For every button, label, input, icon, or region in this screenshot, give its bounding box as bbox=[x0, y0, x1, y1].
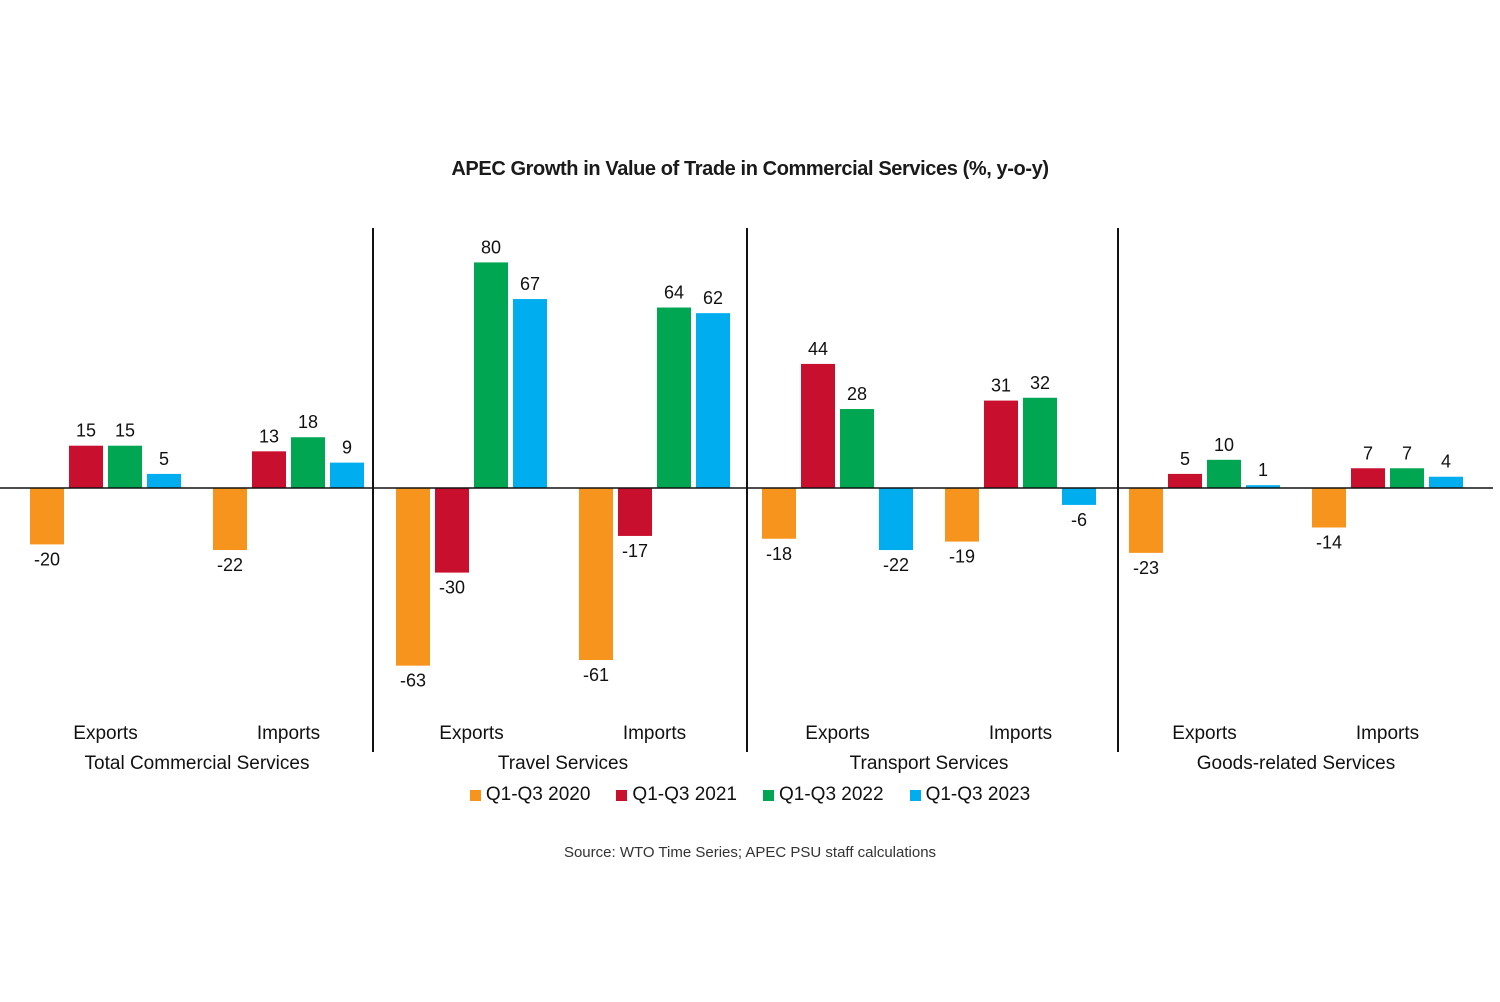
subcategory-label-goods-related-services-exports: Exports bbox=[1172, 723, 1236, 744]
data-label-q1-q3-2020-1: -22 bbox=[217, 555, 243, 575]
bar-q1-q3-2023-6 bbox=[1246, 485, 1280, 488]
legend-label-2022: Q1-Q3 2022 bbox=[779, 784, 884, 805]
subcategory-label-transport-services-imports: Imports bbox=[989, 723, 1052, 744]
data-label-q1-q3-2023-2: 67 bbox=[520, 274, 540, 294]
bar-q1-q3-2020-6 bbox=[1129, 488, 1163, 553]
subcategory-label-goods-related-services-imports: Imports bbox=[1356, 723, 1419, 744]
data-label-q1-q3-2021-5: 31 bbox=[991, 376, 1011, 396]
subcategory-label-total-commercial-services-imports: Imports bbox=[257, 723, 320, 744]
source-note: Source: WTO Time Series; APEC PSU staff … bbox=[563, 844, 937, 861]
legend-swatch-2023 bbox=[909, 789, 921, 801]
data-label-q1-q3-2020-6: -23 bbox=[1133, 558, 1159, 578]
data-label-q1-q3-2021-6: 5 bbox=[1180, 449, 1190, 469]
legend-label-2023: Q1-Q3 2023 bbox=[925, 784, 1031, 805]
bar-q1-q3-2021-3 bbox=[618, 488, 652, 536]
data-label-q1-q3-2020-2: -63 bbox=[400, 671, 426, 691]
bar-q1-q3-2020-0 bbox=[30, 488, 64, 545]
data-label-q1-q3-2021-3: -17 bbox=[622, 541, 648, 561]
bar-q1-q3-2023-2 bbox=[513, 299, 547, 488]
group-label-travel-services: Travel Services bbox=[498, 753, 628, 774]
data-label-q1-q3-2022-0: 15 bbox=[115, 421, 135, 441]
data-label-q1-q3-2023-6: 1 bbox=[1258, 460, 1268, 480]
data-label-q1-q3-2021-0: 15 bbox=[76, 421, 96, 441]
bar-q1-q3-2022-1 bbox=[291, 437, 325, 488]
bar-q1-q3-2020-1 bbox=[213, 488, 247, 551]
bar-q1-q3-2021-4 bbox=[801, 363, 835, 488]
bar-q1-q3-2022-6 bbox=[1207, 459, 1241, 488]
data-label-q1-q3-2023-5: -6 bbox=[1071, 510, 1087, 530]
data-label-q1-q3-2021-7: 7 bbox=[1363, 443, 1373, 463]
bar-q1-q3-2021-7 bbox=[1351, 468, 1385, 488]
legend-item-2020: Q1-Q3 2020 bbox=[469, 784, 591, 806]
bar-q1-q3-2022-7 bbox=[1390, 468, 1424, 488]
chart-title: APEC Growth in Value of Trade in Commerc… bbox=[451, 158, 1049, 180]
bar-q1-q3-2020-5 bbox=[945, 488, 979, 542]
legend-swatch-2022 bbox=[763, 789, 774, 801]
data-label-q1-q3-2023-0: 5 bbox=[159, 449, 169, 469]
bar-q1-q3-2023-7 bbox=[1429, 476, 1463, 488]
data-label-q1-q3-2021-4: 44 bbox=[808, 339, 828, 359]
bar-q1-q3-2021-6 bbox=[1168, 473, 1202, 488]
bar-q1-q3-2023-0 bbox=[147, 473, 181, 488]
bar-q1-q3-2023-1 bbox=[330, 462, 364, 488]
group-label-transport-services: Transport Services bbox=[850, 753, 1009, 774]
data-label-q1-q3-2020-4: -18 bbox=[766, 544, 792, 564]
group-label-goods-related-services: Goods-related Services bbox=[1197, 753, 1396, 774]
bar-q1-q3-2020-3 bbox=[579, 488, 613, 661]
data-label-q1-q3-2020-0: -20 bbox=[34, 549, 60, 569]
data-label-q1-q3-2022-6: 10 bbox=[1214, 435, 1234, 455]
data-label-q1-q3-2020-7: -14 bbox=[1316, 532, 1342, 552]
legend-item-2021: Q1-Q3 2021 bbox=[616, 784, 737, 806]
legend-swatch-2020 bbox=[469, 789, 481, 801]
bar-q1-q3-2023-4 bbox=[879, 488, 913, 551]
legend-label-2021: Q1-Q3 2021 bbox=[632, 784, 737, 805]
legend-item-2022: Q1-Q3 2022 bbox=[763, 784, 884, 806]
bar-q1-q3-2022-0 bbox=[108, 445, 142, 488]
legend-label-2020: Q1-Q3 2020 bbox=[485, 784, 591, 805]
data-label-q1-q3-2023-7: 4 bbox=[1441, 452, 1451, 472]
data-label-q1-q3-2020-5: -19 bbox=[949, 547, 975, 567]
data-label-q1-q3-2022-3: 64 bbox=[664, 283, 684, 303]
bar-q1-q3-2022-5 bbox=[1023, 397, 1057, 488]
subcategory-label-travel-services-imports: Imports bbox=[623, 723, 686, 744]
data-label-q1-q3-2022-7: 7 bbox=[1402, 443, 1412, 463]
data-label-q1-q3-2020-3: -61 bbox=[583, 665, 609, 685]
data-label-q1-q3-2023-1: 9 bbox=[342, 438, 352, 458]
data-label-q1-q3-2022-2: 80 bbox=[481, 237, 501, 257]
data-label-q1-q3-2021-2: -30 bbox=[439, 578, 465, 598]
bar-q1-q3-2021-0 bbox=[69, 445, 103, 488]
subcategory-label-transport-services-exports: Exports bbox=[805, 723, 869, 744]
legend-item-2023: Q1-Q3 2023 bbox=[909, 784, 1031, 806]
data-label-q1-q3-2022-4: 28 bbox=[847, 384, 867, 404]
bar-q1-q3-2023-3 bbox=[696, 313, 730, 488]
data-label-q1-q3-2023-4: -22 bbox=[883, 555, 909, 575]
data-label-q1-q3-2022-1: 18 bbox=[298, 412, 318, 432]
subcategory-label-travel-services-exports: Exports bbox=[439, 723, 503, 744]
legend: Q1-Q3 2020 Q1-Q3 2021 Q1-Q3 2022 Q1-Q3 2… bbox=[0, 784, 1500, 806]
bar-q1-q3-2021-2 bbox=[435, 488, 469, 573]
bar-q1-q3-2021-5 bbox=[984, 400, 1018, 488]
bar-q1-q3-2020-7 bbox=[1312, 488, 1346, 528]
data-label-q1-q3-2022-5: 32 bbox=[1030, 373, 1050, 393]
legend-swatch-2021 bbox=[616, 789, 628, 801]
bar-q1-q3-2020-2 bbox=[396, 488, 430, 666]
bar-q1-q3-2023-5 bbox=[1062, 488, 1096, 505]
bar-q1-q3-2022-3 bbox=[657, 307, 691, 488]
data-label-q1-q3-2021-1: 13 bbox=[259, 426, 279, 446]
bar-q1-q3-2020-4 bbox=[762, 488, 796, 539]
bar-q1-q3-2022-2 bbox=[474, 262, 508, 488]
data-label-q1-q3-2023-3: 62 bbox=[703, 288, 723, 308]
bar-q1-q3-2021-1 bbox=[252, 451, 286, 488]
bar-q1-q3-2022-4 bbox=[840, 409, 874, 488]
subcategory-label-total-commercial-services-exports: Exports bbox=[73, 723, 137, 744]
group-label-total-commercial-services: Total Commercial Services bbox=[85, 753, 310, 774]
